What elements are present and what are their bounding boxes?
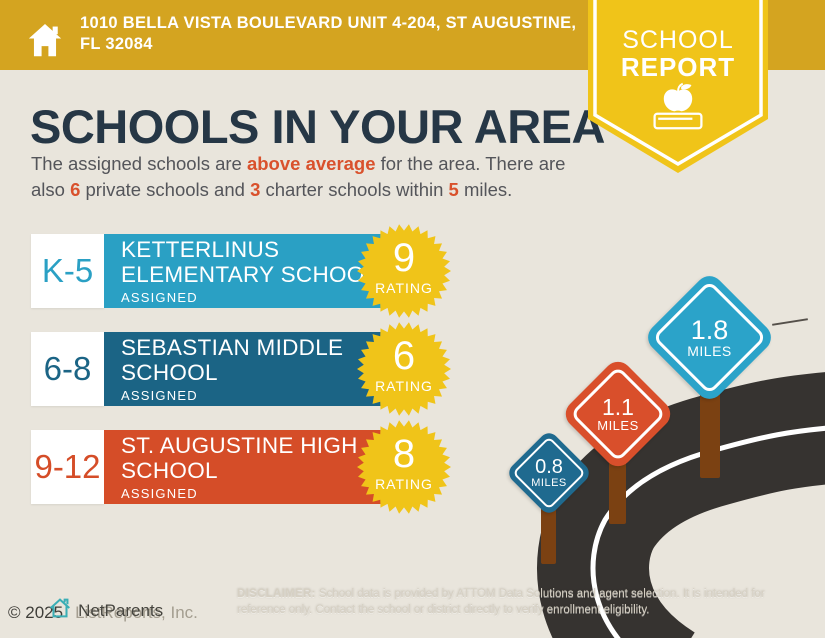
sign-post-1.1: [609, 462, 626, 524]
footer-watermark: © 2025 ListReports, Inc. NetParents: [8, 597, 198, 628]
distance-sign-0.8-miles: 0.8 MILES: [505, 429, 593, 517]
distance-value: 1.1: [602, 394, 634, 421]
address-line-1: 1010 BELLA VISTA BOULEVARD UNIT 4-204, S…: [80, 14, 577, 32]
grade-range: K-5: [31, 234, 104, 308]
starburst-shape: [357, 420, 451, 514]
rating-badge-middle: 6 RATING: [357, 322, 451, 416]
school-row-middle: 6-8 SEBASTIAN MIDDLE SCHOOL ASSIGNED: [31, 332, 410, 406]
disclaimer-body: School data is provided by ATTOM Data So…: [237, 588, 765, 616]
badge-title-school: SCHOOL: [622, 26, 734, 54]
rating-value: 8: [392, 432, 416, 476]
rating-label: RATING: [375, 476, 433, 492]
school-name-line-1: SEBASTIAN MIDDLE: [121, 335, 344, 360]
grade-range: 9-12: [31, 430, 104, 504]
distance-sign-1.8-miles: 1.8 MILES: [642, 270, 777, 405]
apple-icon: [660, 82, 696, 117]
book-icon: [652, 112, 704, 135]
summary-segment: charter schools within: [260, 179, 449, 200]
badge-title-report: REPORT: [620, 52, 736, 82]
sign-label: 0.8 MILES: [518, 442, 580, 504]
summary-segment: miles.: [458, 179, 513, 200]
disclaimer-text: DISCLAIMER: School data is provided by A…: [237, 587, 777, 618]
summary-highlight-above-average: above average: [246, 153, 376, 174]
assigned-label: ASSIGNED: [121, 486, 198, 501]
school-bar: SEBASTIAN MIDDLE SCHOOL ASSIGNED: [104, 332, 410, 406]
sign-post-1.8: [700, 393, 720, 478]
distance-unit: MILES: [531, 476, 567, 489]
summary-highlight-miles: 5: [448, 179, 459, 200]
ribbon-inner-border: [593, 0, 763, 167]
assigned-label: ASSIGNED: [121, 388, 198, 403]
rating-label: RATING: [375, 280, 433, 296]
school-row-elementary: K-5 KETTERLINUS ELEMENTARY SCHOOL ASSIGN…: [31, 234, 410, 308]
school-name-line-1: KETTERLINUS: [121, 237, 280, 262]
distance-value: 1.8: [690, 314, 729, 345]
school-name-line-2: SCHOOL: [121, 360, 218, 385]
summary-text: The assigned schools are above average f…: [31, 151, 583, 203]
page-title: SCHOOLS IN YOUR AREA: [30, 100, 605, 153]
distance-sign-1.1-miles: 1.1 MILES: [560, 356, 676, 472]
school-name-line-2: SCHOOL: [121, 458, 218, 483]
assigned-label: ASSIGNED: [121, 290, 198, 305]
disclaimer-label: DISCLAIMER:: [237, 588, 316, 600]
sign-post-0.8: [541, 508, 556, 564]
distance-value: 0.8: [535, 455, 563, 478]
brand-text-light: ListReports, Inc.: [75, 602, 198, 622]
summary-segment: The assigned schools are: [31, 153, 247, 174]
rating-value: 6: [392, 334, 416, 378]
copyright-text: © 2025: [8, 602, 64, 622]
school-name-line-2: ELEMENTARY SCHOOL: [121, 262, 378, 287]
rating-badge-high: 8 RATING: [357, 420, 451, 514]
distance-unit: MILES: [597, 418, 639, 434]
rating-value: 9: [392, 236, 416, 280]
summary-segment: for the area. There are also: [31, 153, 566, 200]
address-line-2: FL 32084: [80, 35, 153, 53]
house-icon: [47, 595, 73, 626]
road-center-line: [590, 425, 825, 638]
summary-segment: private schools and: [80, 179, 251, 200]
starburst-shape: [357, 322, 451, 416]
school-report-badge: SCHOOL REPORT: [588, 0, 768, 176]
grade-range: 6-8: [31, 332, 104, 406]
rating-label: RATING: [375, 378, 433, 394]
ribbon-shape: [588, 0, 768, 173]
summary-highlight-charter-count: 3: [250, 179, 261, 200]
school-bar: KETTERLINUS ELEMENTARY SCHOOL ASSIGNED: [104, 234, 410, 308]
sign-label: 1.1 MILES: [577, 373, 659, 455]
summary-highlight-private-count: 6: [70, 179, 81, 200]
brand-wordmark: ListReports, Inc. NetParents: [75, 600, 198, 623]
sign-label: 1.8 MILES: [662, 290, 757, 385]
home-icon: [28, 22, 62, 65]
school-row-high: 9-12 ST. AUGUSTINE HIGH SCHOOL ASSIGNED: [31, 430, 410, 504]
school-name-line-1: ST. AUGUSTINE HIGH: [121, 433, 358, 458]
brand-text-dark: NetParents: [78, 600, 164, 620]
starburst-shape: [357, 224, 451, 318]
distance-unit: MILES: [687, 343, 732, 360]
property-address: 1010 BELLA VISTA BOULEVARD UNIT 4-204, S…: [80, 13, 576, 55]
rating-badge-elementary: 9 RATING: [357, 224, 451, 318]
